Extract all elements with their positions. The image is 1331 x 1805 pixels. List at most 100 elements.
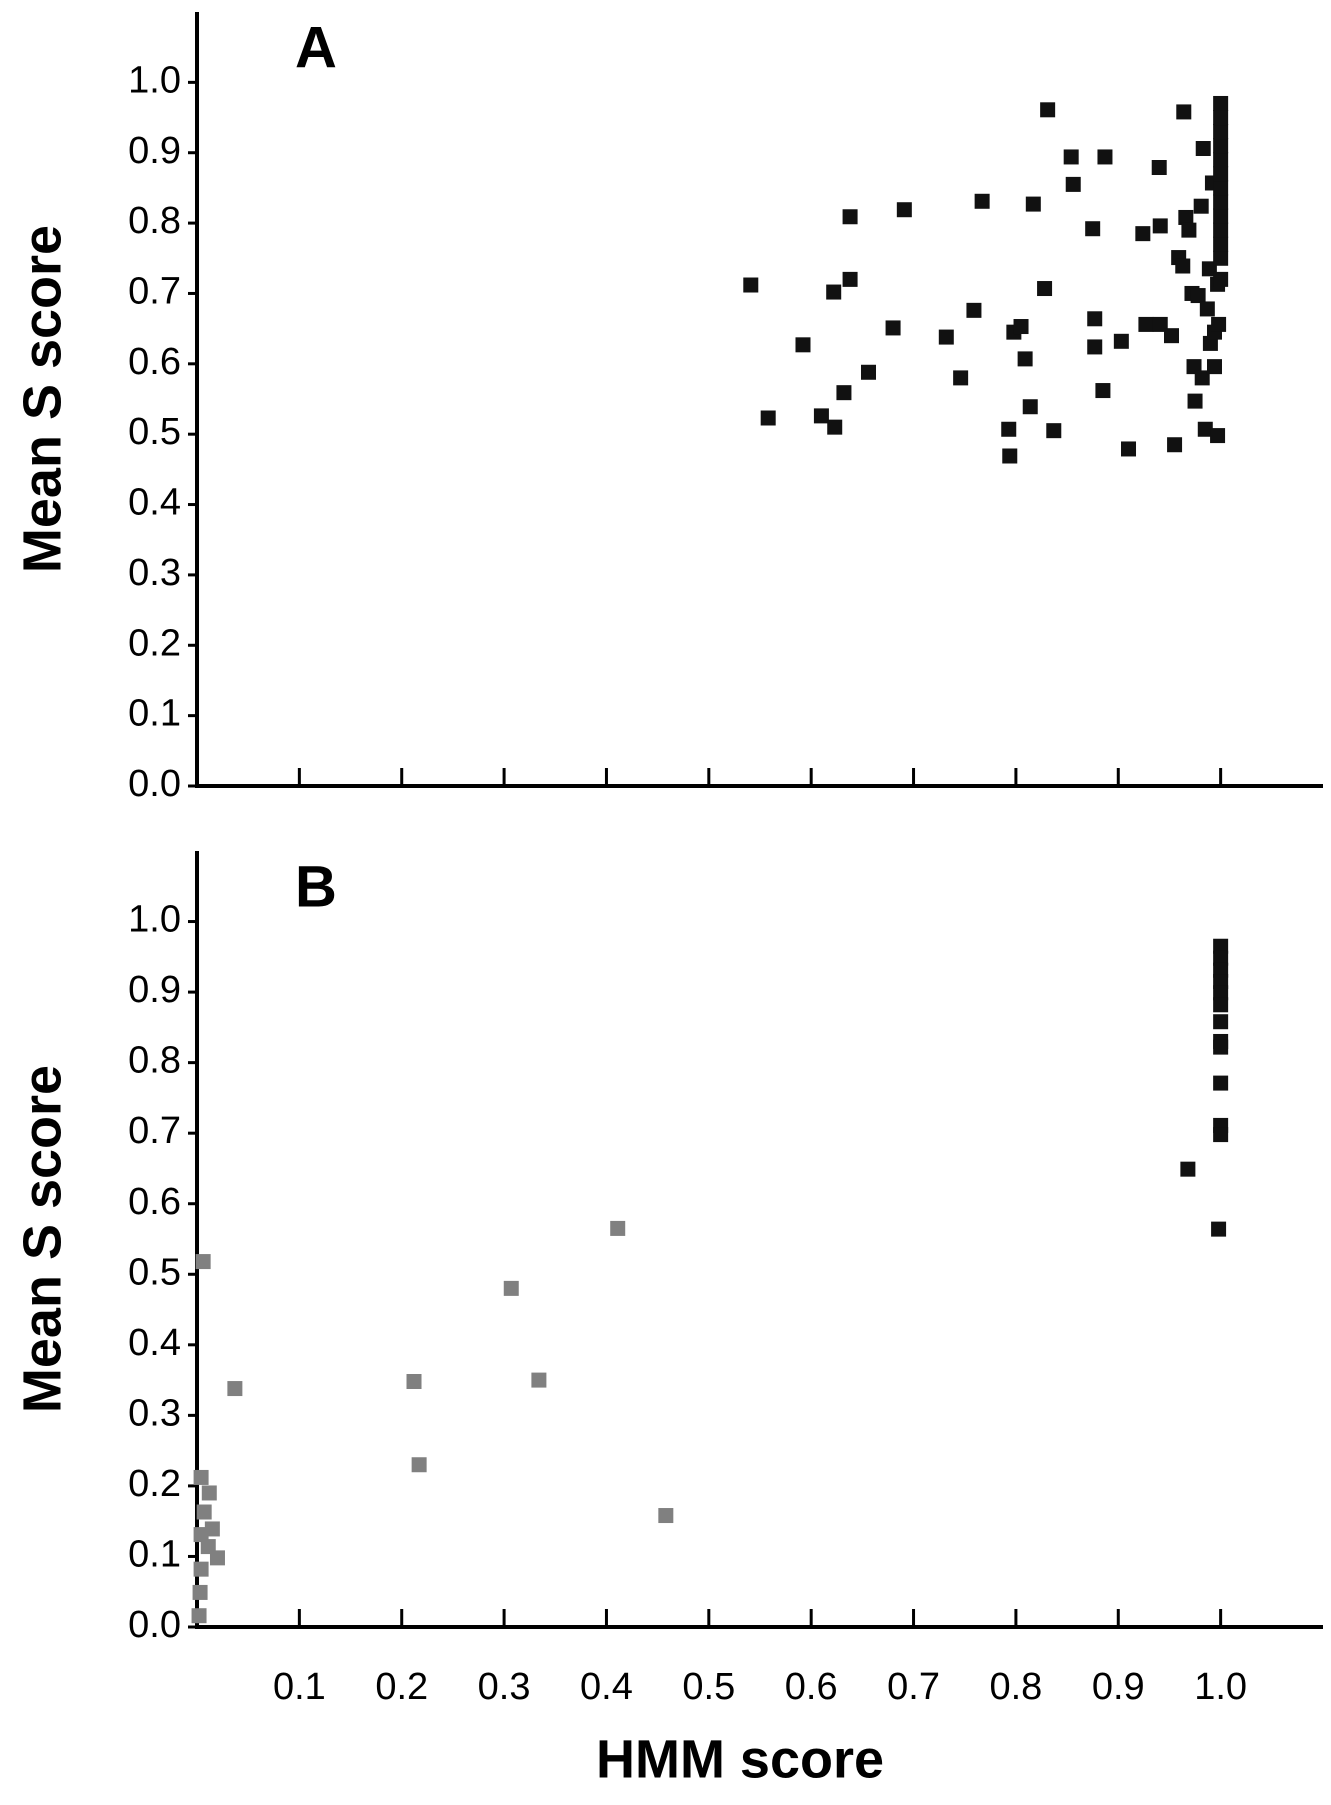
point	[966, 302, 982, 318]
point	[1180, 1161, 1196, 1177]
point	[1213, 222, 1229, 238]
point	[1113, 333, 1129, 349]
x-tick-label: 0.2	[375, 1666, 428, 1708]
point	[201, 1485, 217, 1501]
point	[1013, 319, 1029, 335]
point	[1095, 383, 1111, 399]
point	[1213, 208, 1229, 224]
point	[193, 1469, 209, 1485]
point	[1181, 222, 1197, 238]
point	[1022, 399, 1038, 415]
x-tick-label: 0.6	[785, 1666, 838, 1708]
y-tick-label: 0.2	[128, 622, 181, 664]
point	[1065, 176, 1081, 192]
point	[1211, 316, 1227, 332]
point	[1063, 149, 1079, 165]
point	[1152, 316, 1168, 332]
point	[1213, 180, 1229, 196]
x-tick-label: 0.7	[887, 1666, 940, 1708]
point	[1213, 271, 1229, 287]
point	[1085, 221, 1101, 237]
point	[1213, 962, 1229, 978]
point	[1213, 997, 1229, 1013]
y-tick-label: 0.4	[128, 1322, 181, 1364]
x-tick-label: 0.5	[682, 1666, 735, 1708]
y-tick-label: 0.3	[128, 552, 181, 594]
y-tick-label: 0.1	[128, 1533, 181, 1575]
point	[1210, 428, 1226, 444]
y-tick-label: 0.5	[128, 411, 181, 453]
point	[953, 370, 969, 386]
point	[610, 1220, 626, 1236]
point	[1213, 974, 1229, 990]
point	[1197, 421, 1213, 437]
point	[1213, 250, 1229, 266]
point	[1087, 311, 1103, 327]
point	[1135, 226, 1151, 242]
y-tick-label: 0.9	[128, 969, 181, 1011]
point	[531, 1372, 547, 1388]
point	[1190, 288, 1206, 304]
point	[1211, 1221, 1227, 1237]
y-tick-label: 1.0	[128, 899, 181, 941]
y-tick-label: 0.2	[128, 1463, 181, 1505]
point	[1213, 938, 1229, 954]
y-tick-label: 0.7	[128, 1110, 181, 1152]
point	[842, 271, 858, 287]
point	[192, 1584, 208, 1600]
x-tick-label: 0.3	[478, 1666, 531, 1708]
x-tick-label: 0.8	[989, 1666, 1042, 1708]
point	[1152, 218, 1168, 234]
y-tick-label: 0.4	[128, 482, 181, 524]
point	[743, 277, 759, 293]
point	[1213, 236, 1229, 252]
y-axis-label: Mean S score	[12, 225, 72, 573]
point	[227, 1381, 243, 1397]
point	[1167, 437, 1183, 453]
y-tick-label: 0.7	[128, 270, 181, 312]
y-tick-label: 1.0	[128, 59, 181, 101]
x-tick-label: 0.4	[580, 1666, 633, 1708]
point	[1213, 110, 1229, 126]
point	[209, 1550, 225, 1566]
y-tick-label: 0.0	[128, 1604, 181, 1646]
y-tick-label: 0.6	[128, 1181, 181, 1223]
panel-label: B	[295, 854, 337, 919]
y-tick-label: 0.5	[128, 1251, 181, 1293]
point	[1195, 141, 1211, 157]
point	[1001, 421, 1017, 437]
point	[200, 1539, 216, 1555]
y-axis-label: Mean S score	[12, 1065, 72, 1413]
point	[1186, 359, 1202, 375]
point	[1213, 166, 1229, 182]
point	[1097, 149, 1113, 165]
point	[842, 209, 858, 225]
point	[1213, 1039, 1229, 1055]
point	[1213, 95, 1229, 111]
point	[1213, 194, 1229, 210]
point	[836, 385, 852, 401]
point	[1138, 316, 1154, 332]
point	[938, 329, 954, 345]
point	[1206, 359, 1222, 375]
y-tick-label: 0.3	[128, 1392, 181, 1434]
point	[204, 1521, 220, 1537]
point	[406, 1374, 422, 1390]
point	[1175, 258, 1191, 274]
point	[1040, 102, 1056, 118]
point	[1151, 160, 1167, 176]
point	[1213, 152, 1229, 168]
point	[885, 320, 901, 336]
point	[974, 193, 990, 209]
point	[1121, 441, 1137, 457]
y-tick-label: 0.0	[128, 763, 181, 805]
point	[1193, 198, 1209, 214]
point	[861, 364, 877, 380]
point	[1213, 950, 1229, 966]
point	[658, 1508, 674, 1524]
y-tick-label: 0.8	[128, 1040, 181, 1082]
point	[1046, 423, 1062, 439]
point	[1178, 209, 1194, 225]
